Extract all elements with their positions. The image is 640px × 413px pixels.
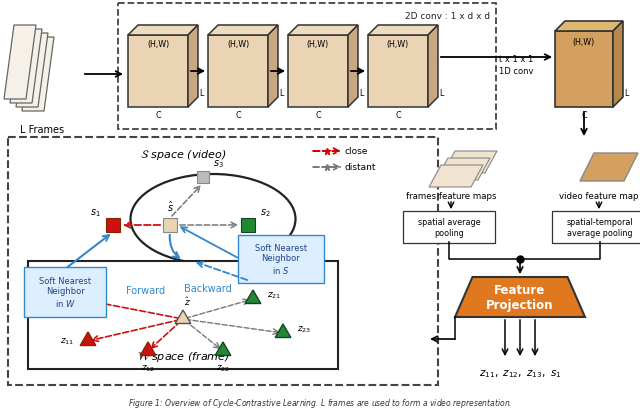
Text: frames feature maps: frames feature maps bbox=[406, 192, 496, 201]
Polygon shape bbox=[288, 36, 348, 108]
Text: distant: distant bbox=[345, 163, 376, 172]
Polygon shape bbox=[368, 26, 438, 36]
Text: L: L bbox=[624, 89, 628, 98]
Text: $z_{11}$: $z_{11}$ bbox=[60, 336, 74, 347]
Polygon shape bbox=[275, 324, 291, 338]
Text: (H,W): (H,W) bbox=[387, 39, 409, 48]
Polygon shape bbox=[348, 26, 358, 108]
FancyBboxPatch shape bbox=[238, 235, 324, 283]
Text: spatial-temporal
average pooling: spatial-temporal average pooling bbox=[566, 218, 634, 237]
FancyBboxPatch shape bbox=[552, 211, 640, 243]
Text: (H,W): (H,W) bbox=[307, 39, 329, 48]
Polygon shape bbox=[555, 32, 613, 108]
Text: $z_{22}$: $z_{22}$ bbox=[216, 363, 230, 374]
Polygon shape bbox=[82, 292, 98, 306]
Polygon shape bbox=[613, 22, 623, 108]
FancyBboxPatch shape bbox=[24, 267, 106, 317]
Text: Figure 1: Overview of Cycle-Contrastive Learning. $L$ frames are used to form a : Figure 1: Overview of Cycle-Contrastive … bbox=[128, 396, 512, 409]
Text: $z_{12}$: $z_{12}$ bbox=[141, 363, 155, 374]
Text: $z_{23}$: $z_{23}$ bbox=[297, 324, 311, 335]
Polygon shape bbox=[268, 26, 278, 108]
Polygon shape bbox=[80, 332, 96, 346]
Polygon shape bbox=[555, 22, 623, 32]
Text: (H,W): (H,W) bbox=[147, 39, 169, 48]
FancyBboxPatch shape bbox=[403, 211, 495, 243]
Text: video feature map: video feature map bbox=[559, 192, 639, 201]
Text: L: L bbox=[279, 89, 284, 98]
Text: $z_{21}$: $z_{21}$ bbox=[267, 290, 281, 301]
Polygon shape bbox=[10, 30, 42, 104]
Bar bbox=[197, 171, 209, 183]
Bar bbox=[163, 218, 177, 233]
Text: $s_1$: $s_1$ bbox=[90, 206, 101, 218]
Bar bbox=[28, 261, 338, 369]
Text: 2D conv : 1 x d x d: 2D conv : 1 x d x d bbox=[405, 12, 490, 21]
Text: L: L bbox=[439, 89, 444, 98]
Text: C: C bbox=[581, 111, 587, 120]
Polygon shape bbox=[455, 277, 585, 317]
Text: $z_{13}$: $z_{13}$ bbox=[61, 292, 76, 302]
Text: $\hat{z}$: $\hat{z}$ bbox=[184, 294, 191, 307]
Polygon shape bbox=[128, 36, 188, 108]
Text: Soft Nearest
Neighbor
in $W$: Soft Nearest Neighbor in $W$ bbox=[39, 276, 91, 309]
Text: spatial average
pooling: spatial average pooling bbox=[418, 218, 480, 237]
Text: L: L bbox=[359, 89, 364, 98]
Polygon shape bbox=[245, 290, 261, 304]
Polygon shape bbox=[436, 159, 490, 180]
Polygon shape bbox=[429, 166, 483, 188]
Text: Backward: Backward bbox=[184, 283, 232, 293]
Text: (H,W): (H,W) bbox=[227, 39, 249, 48]
Bar bbox=[241, 218, 255, 233]
Text: L Frames: L Frames bbox=[20, 125, 64, 135]
Text: close: close bbox=[345, 147, 369, 156]
Polygon shape bbox=[128, 26, 198, 36]
Text: $\mathcal{W}$ space (frame): $\mathcal{W}$ space (frame) bbox=[136, 349, 229, 363]
Text: C: C bbox=[395, 111, 401, 120]
Text: Soft Nearest
Neighbor
in $S$: Soft Nearest Neighbor in $S$ bbox=[255, 243, 307, 275]
Polygon shape bbox=[208, 36, 268, 108]
Polygon shape bbox=[188, 26, 198, 108]
Polygon shape bbox=[208, 26, 278, 36]
Text: Forward: Forward bbox=[127, 285, 166, 295]
Polygon shape bbox=[368, 36, 428, 108]
Polygon shape bbox=[4, 26, 36, 100]
Text: t x 1 x 1: t x 1 x 1 bbox=[499, 55, 533, 64]
Polygon shape bbox=[428, 26, 438, 108]
Polygon shape bbox=[580, 154, 638, 182]
Polygon shape bbox=[22, 38, 54, 112]
Polygon shape bbox=[443, 152, 497, 173]
Text: C: C bbox=[235, 111, 241, 120]
Polygon shape bbox=[215, 342, 231, 356]
Text: (H,W): (H,W) bbox=[573, 38, 595, 46]
Text: $s_2$: $s_2$ bbox=[260, 206, 271, 218]
Polygon shape bbox=[175, 310, 191, 324]
Text: $\hat{s}$: $\hat{s}$ bbox=[166, 199, 173, 214]
Polygon shape bbox=[140, 342, 156, 356]
Text: $s_3$: $s_3$ bbox=[213, 158, 224, 170]
Text: C: C bbox=[315, 111, 321, 120]
Text: $\mathcal{S}$ space (video): $\mathcal{S}$ space (video) bbox=[140, 147, 227, 161]
Text: C: C bbox=[155, 111, 161, 120]
Polygon shape bbox=[16, 34, 48, 108]
Text: Feature
Projection: Feature Projection bbox=[486, 283, 554, 311]
Bar bbox=[106, 218, 120, 233]
Text: L: L bbox=[199, 89, 204, 98]
Polygon shape bbox=[288, 26, 358, 36]
Text: 1D conv: 1D conv bbox=[499, 67, 534, 76]
Text: $z_{11},\ z_{12},\ z_{13},\ s_1$: $z_{11},\ z_{12},\ z_{13},\ s_1$ bbox=[479, 367, 561, 379]
